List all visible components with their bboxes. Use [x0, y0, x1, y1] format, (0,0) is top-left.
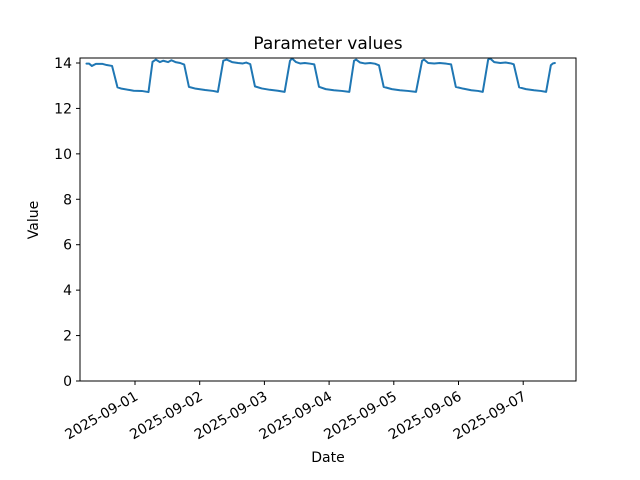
y-axis-label: Value — [26, 201, 42, 239]
y-tick-label: 0 — [63, 374, 72, 390]
chart-title: Parameter values — [253, 34, 402, 54]
y-tick-label: 14 — [54, 56, 72, 72]
data-series-line — [85, 57, 556, 94]
y-tick-label: 8 — [63, 192, 72, 208]
x-tick-label: 2025-09-05 — [321, 389, 399, 444]
x-tick-label: 2025-09-06 — [386, 389, 465, 444]
y-tick-label: 12 — [54, 101, 72, 117]
y-tick-label: 2 — [63, 329, 72, 345]
y-tick-label: 4 — [63, 283, 72, 299]
axes-frame — [79, 57, 577, 382]
y-tick-label: 6 — [63, 238, 72, 254]
x-tick-label: 2025-09-01 — [63, 389, 141, 444]
y-tick-label: 10 — [54, 147, 72, 163]
x-axis-label: Date — [311, 450, 344, 466]
x-tick-label: 2025-09-04 — [257, 389, 336, 444]
x-tick-label: 2025-09-02 — [127, 389, 205, 444]
plot-area: 024681012142025-09-012025-09-022025-09-0… — [54, 56, 556, 444]
x-tick-label: 2025-09-03 — [192, 389, 270, 444]
x-tick-label: 2025-09-07 — [451, 389, 529, 444]
